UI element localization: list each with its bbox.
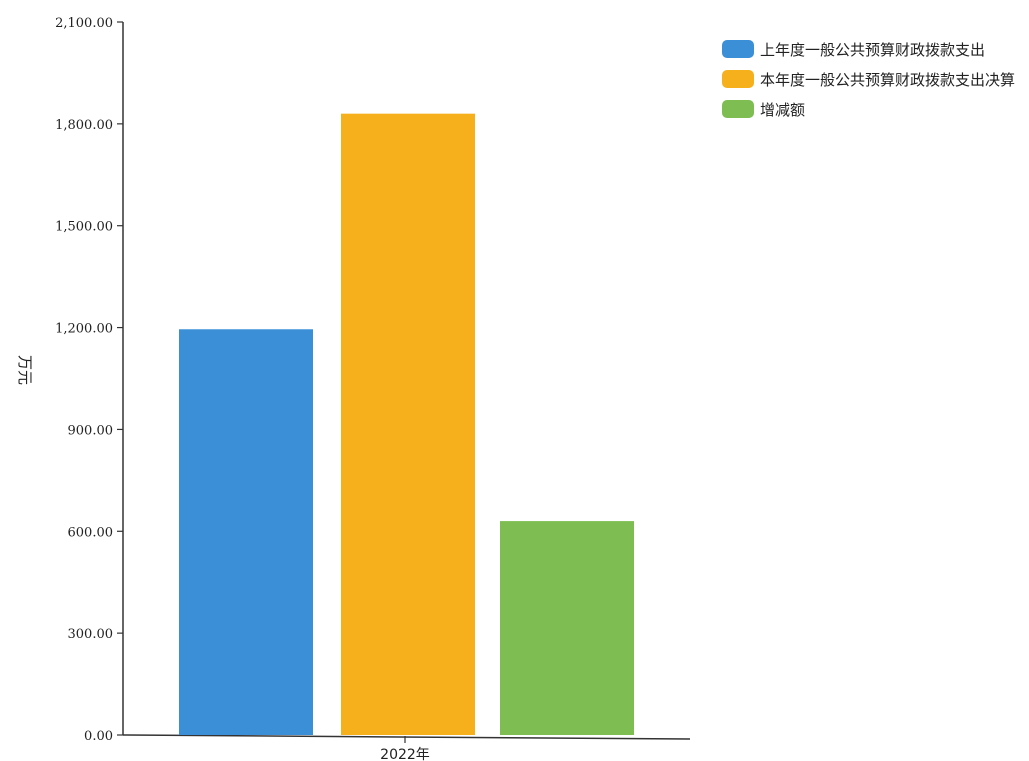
y-tick-label: 2,100.00 [55,16,113,31]
bars [179,113,634,735]
legend-label: 增减额 [760,100,806,119]
y-tick-label: 900.00 [68,423,114,438]
y-axis: 0.00 300.00 600.00 900.00 1,200.00 1,500.00 1,… [55,16,124,744]
x-tick-label: 2022年 [380,747,430,761]
legend-swatch [722,40,754,58]
legend-swatch [722,70,754,88]
y-tick-label: 1,500.00 [55,220,113,235]
legend-item-2[interactable]: 本年度一般公共预算财政拨款支出决算 [722,64,1015,94]
x-axis: 2022年 [122,734,691,761]
y-axis-label: 万元 [16,355,34,385]
legend-swatch [722,100,754,118]
legend-item-1[interactable]: 上年度一般公共预算财政拨款支出 [722,34,1015,64]
bar-3 [500,521,634,735]
legend-label: 上年度一般公共预算财政拨款支出 [760,40,986,59]
legend-item-3[interactable]: 增减额 [722,94,1015,124]
legend: 上年度一般公共预算财政拨款支出本年度一般公共预算财政拨款支出决算 增减额 [722,34,1015,124]
y-tick-label: 0.00 [84,729,113,744]
y-tick-label: 300.00 [68,627,114,642]
y-tick-label: 600.00 [68,525,114,540]
bar-1 [179,329,313,735]
y-tick-label: 1,200.00 [55,322,113,337]
bar-2 [341,113,475,735]
legend-label: 本年度一般公共预算财政拨款支出决算 [760,70,1016,89]
x-axis-line [122,734,691,740]
y-tick-label: 1,800.00 [55,118,113,133]
